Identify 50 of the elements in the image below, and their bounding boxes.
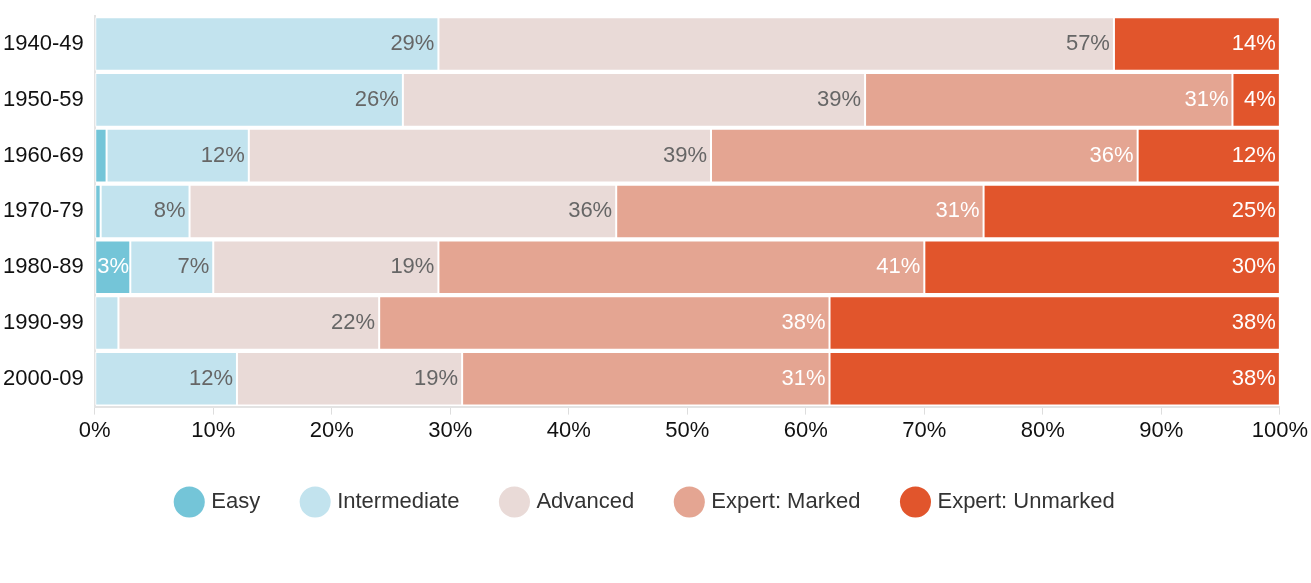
data-label: 30% (1231, 253, 1276, 279)
data-label: 25% (1231, 197, 1276, 223)
data-label: 38% (1231, 364, 1276, 390)
data-label: 14% (1231, 30, 1276, 56)
data-label: 36% (568, 197, 613, 223)
data-label: 38% (781, 309, 826, 335)
data-label: 3% (97, 253, 130, 279)
x-tick-label: 30% (428, 416, 473, 442)
legend-label: Intermediate (337, 488, 460, 514)
data-label: 36% (1089, 141, 1134, 167)
data-label: 26% (354, 85, 399, 111)
legend-label: Advanced (536, 488, 635, 514)
y-tick-label: 1950-59 (2, 85, 84, 111)
y-tick-label: 1980-89 (2, 253, 84, 279)
data-label: 57% (1065, 30, 1110, 56)
data-label: 4% (1244, 85, 1276, 111)
x-tick-label: 80% (1020, 416, 1065, 442)
x-tick-label: 70% (902, 416, 947, 442)
data-label: 39% (817, 85, 862, 111)
x-tick-label: 100% (1251, 416, 1309, 442)
x-tick-label: 20% (309, 416, 354, 442)
legend-label: Easy (211, 488, 261, 514)
data-label: 12% (1231, 141, 1276, 167)
x-tick-label: 50% (665, 416, 710, 442)
y-tick-label: 1990-99 (2, 309, 84, 335)
data-label: 31% (1184, 85, 1229, 111)
x-tick-label: 0% (78, 416, 111, 442)
x-tick-label: 90% (1139, 416, 1184, 442)
y-tick-label: 1960-69 (2, 141, 84, 167)
x-tick-label: 40% (546, 416, 591, 442)
data-label: 39% (662, 141, 707, 167)
y-tick-label: 1970-79 (2, 197, 84, 223)
data-label: 8% (153, 197, 186, 223)
data-label: 31% (935, 197, 980, 223)
data-label: 19% (414, 364, 459, 390)
data-label: 29% (390, 30, 435, 56)
data-label: 38% (1231, 309, 1276, 335)
data-label: 41% (876, 253, 921, 279)
y-tick-label: 1940-49 (2, 30, 84, 56)
legend-label: Expert: Unmarked (937, 488, 1115, 514)
data-label: 12% (200, 141, 245, 167)
data-label: 7% (177, 253, 210, 279)
x-tick-label: 10% (191, 416, 236, 442)
x-tick-label: 60% (783, 416, 828, 442)
y-tick-label: 2000-09 (2, 364, 84, 390)
data-label: 12% (188, 364, 233, 390)
data-label: 22% (331, 309, 376, 335)
data-label: 19% (390, 253, 435, 279)
data-label: 31% (781, 364, 826, 390)
legend-label: Expert: Marked (711, 488, 861, 514)
